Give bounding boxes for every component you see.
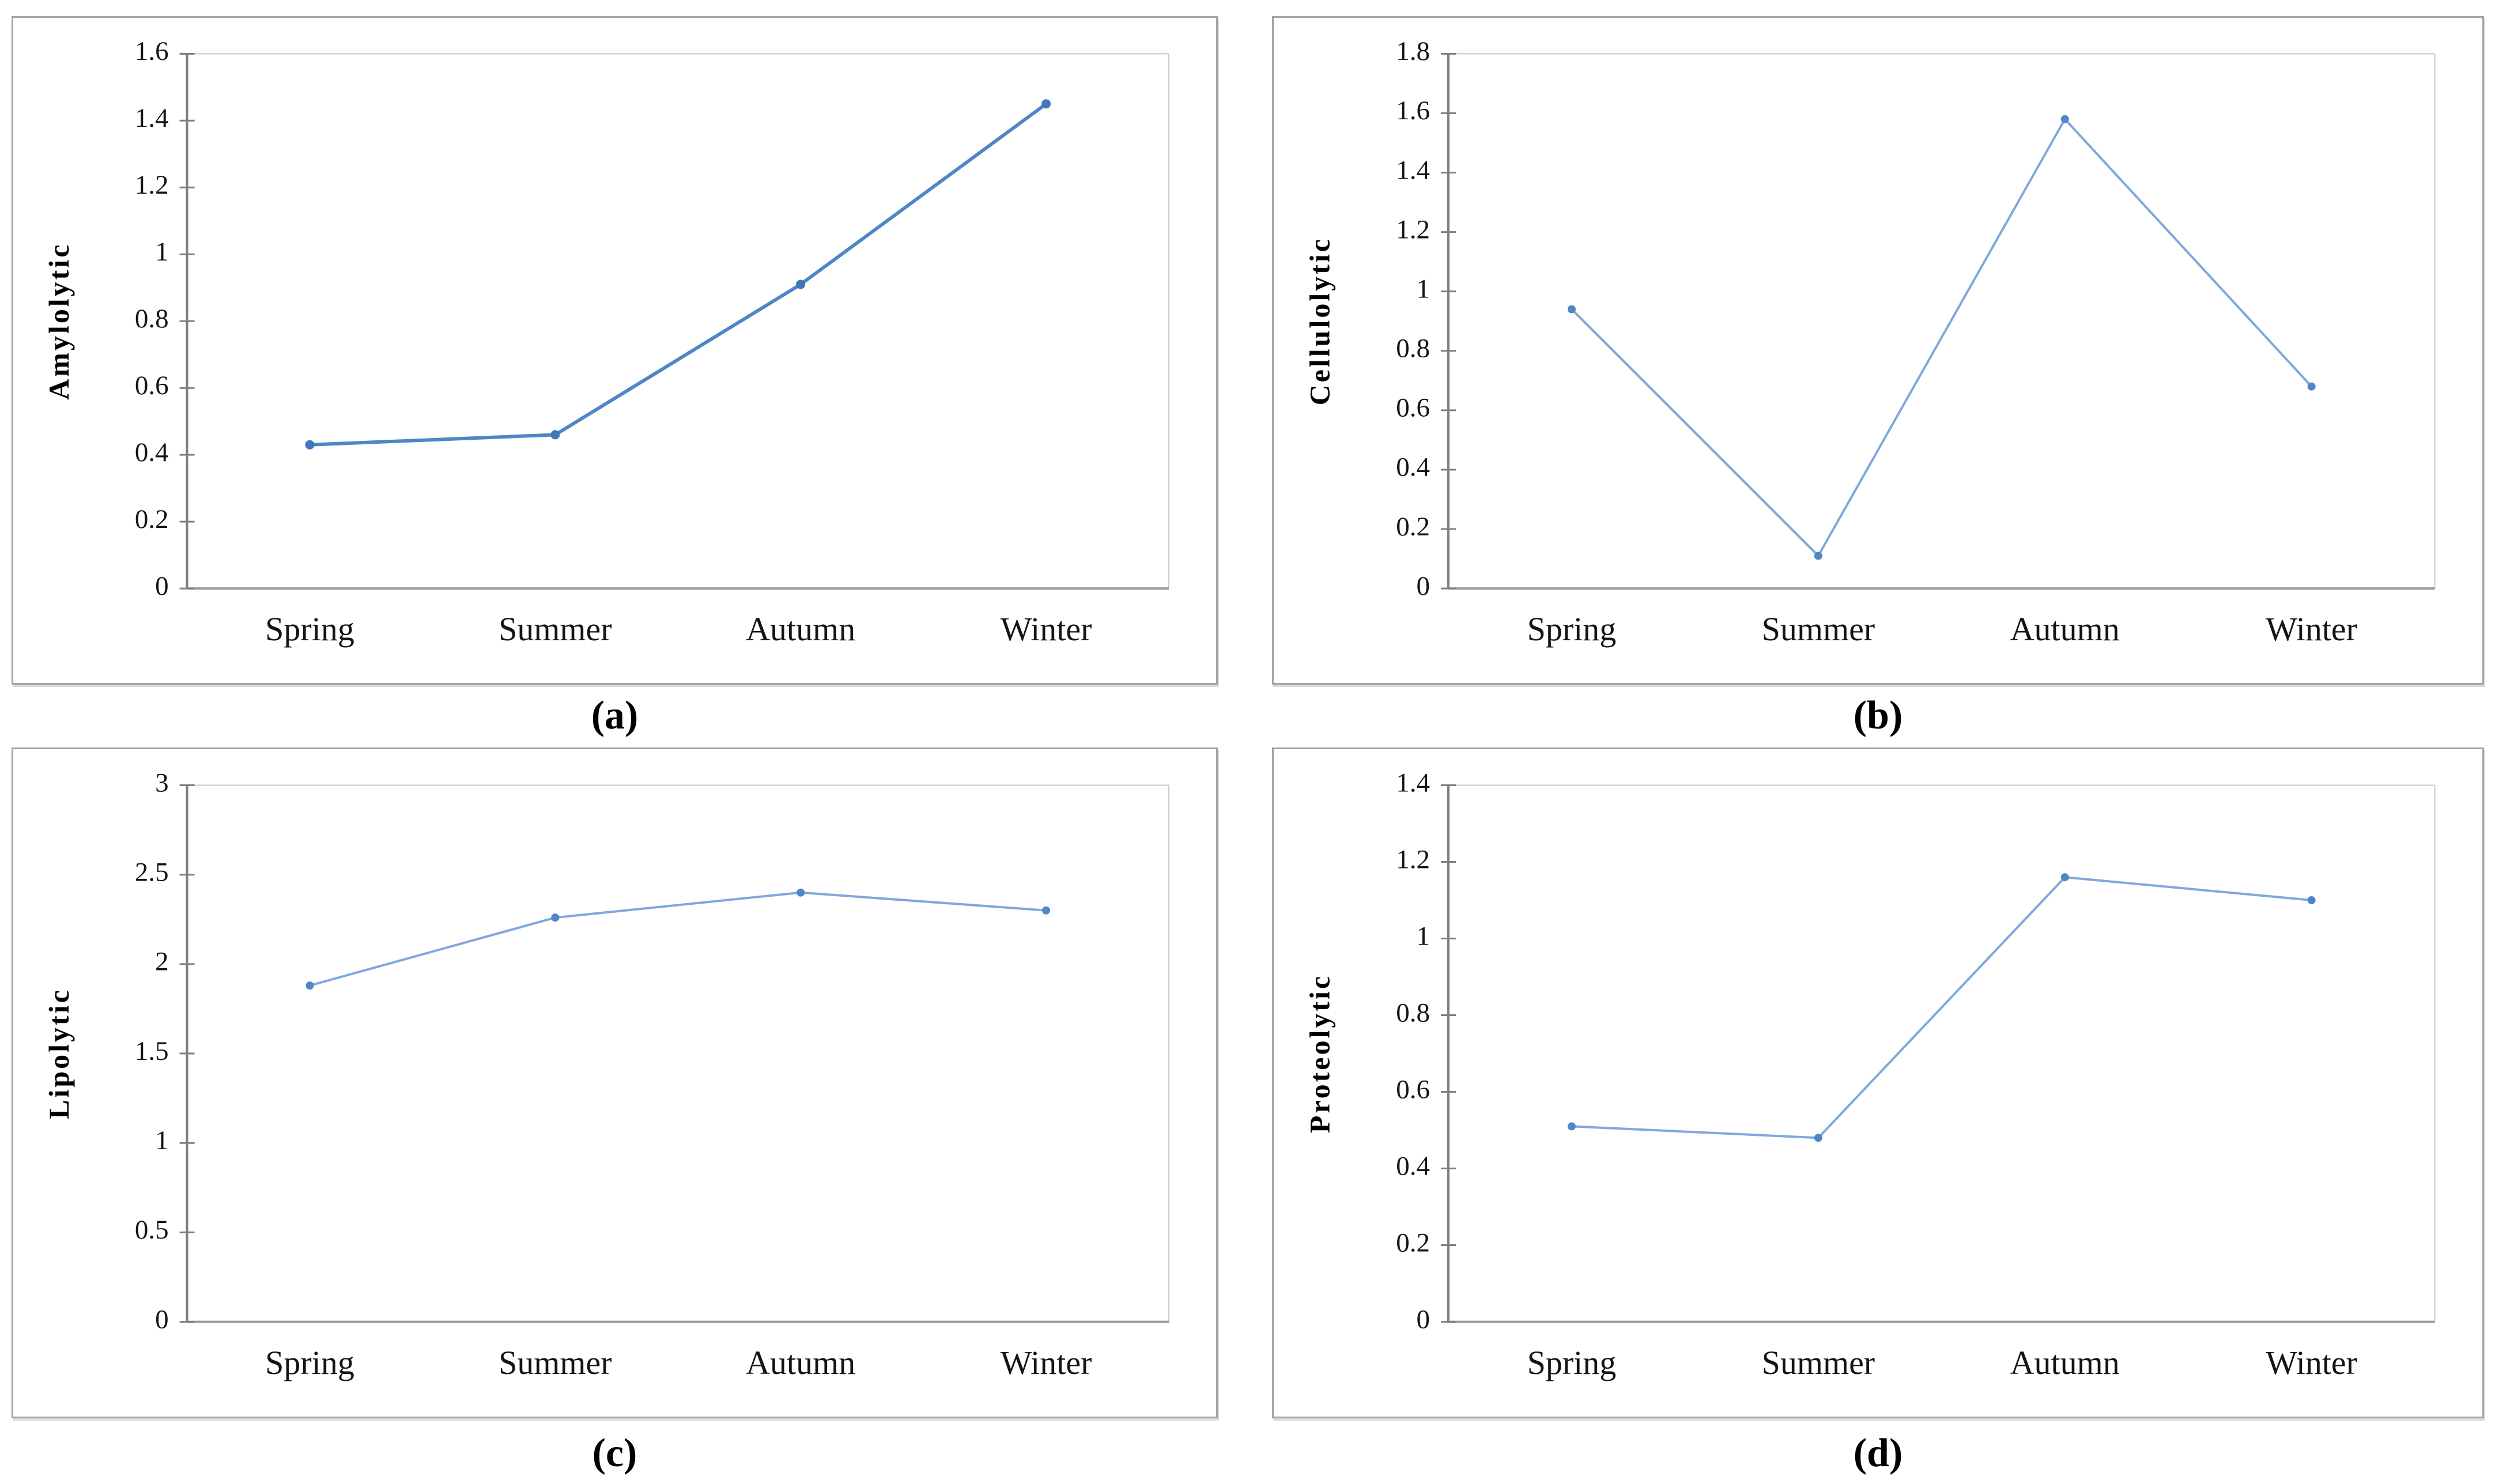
- x-category-label: Autumn: [746, 1344, 855, 1381]
- y-tick-label: 1: [155, 237, 169, 267]
- y-tick-label: 1.2: [135, 170, 169, 200]
- y-tick-label: 1.2: [1396, 214, 1430, 244]
- panel-c: 0 0.5 1 1.5 2 2.5 3 Spring Summer Autumn Winter Lip…: [12, 747, 1218, 1418]
- x-category-label: Spring: [265, 1344, 354, 1381]
- x-category-label: Spring: [265, 610, 354, 648]
- data-line: [308, 102, 1048, 447]
- y-axis-title: Proteolytic: [1303, 974, 1335, 1133]
- y-tick-label: 1.4: [135, 103, 169, 133]
- x-category-label: Autumn: [2010, 1344, 2120, 1381]
- x-category-label: Spring: [1527, 610, 1617, 648]
- y-tick-label: 1.6: [1396, 96, 1430, 126]
- y-axis-title: Cellulolytic: [1303, 237, 1335, 405]
- data-point-marker: [551, 913, 560, 922]
- y-axis-title: Lipolytic: [43, 988, 75, 1119]
- y-tick-label: 2: [155, 947, 169, 977]
- data-point-marker: [1041, 99, 1051, 109]
- data-point-marker: [550, 430, 560, 440]
- x-category-label: Autumn: [746, 610, 855, 648]
- data-point-marker: [1814, 1134, 1822, 1142]
- y-tick-label: 0.4: [1396, 1151, 1430, 1181]
- y-tick-label: 0.8: [1396, 334, 1430, 364]
- data-point-marker: [797, 888, 805, 897]
- y-tick-label: 0.2: [1396, 512, 1430, 542]
- x-category-label: Winter: [2266, 610, 2357, 648]
- y-tick-label: 1.5: [135, 1036, 169, 1066]
- chart-c-lipolytic: 0 0.5 1 1.5 2 2.5 3 Spring Summer Autumn Winter Lip…: [43, 768, 1169, 1381]
- y-tick-label: 1.2: [1396, 844, 1430, 874]
- data-point-marker: [305, 440, 315, 450]
- data-line: [308, 891, 1048, 987]
- y-tick-label: 1.4: [1396, 155, 1430, 185]
- panel-a: 0 0.2 0.4 0.6 0.8 1 1.2 1.4 1.6 Spring Summer Autum…: [12, 16, 1218, 685]
- x-category-label: Summer: [499, 610, 612, 648]
- y-tick-label: 0.6: [135, 371, 169, 401]
- panel-b: 0 0.2 0.4 0.6 0.8 1 1.2 1.4 1.6 1.8 Spring Summer Au…: [1272, 16, 2484, 685]
- panel-d: 0 0.2 0.4 0.6 0.8 1 1.2 1.4 Spring Summer Autumn Wi…: [1272, 747, 2484, 1418]
- caption-c: (c): [592, 1431, 637, 1475]
- data-point-marker: [305, 981, 314, 990]
- y-tick-label: 1: [1417, 274, 1430, 304]
- x-category-label: Autumn: [2010, 610, 2120, 648]
- y-tick-label: 0.4: [1396, 452, 1430, 482]
- data-point-marker: [2307, 896, 2316, 905]
- chart-d-proteolytic: 0 0.2 0.4 0.6 0.8 1 1.2 1.4 Spring Summer Autumn Wi…: [1303, 768, 2436, 1381]
- y-tick-label: 1.8: [1396, 36, 1430, 66]
- y-tick-label: 0: [1417, 571, 1430, 601]
- caption-b: (b): [1853, 693, 1903, 738]
- y-tick-label: 1: [1417, 921, 1430, 951]
- y-tick-label: 3: [155, 768, 169, 798]
- data-point-marker: [1567, 305, 1576, 314]
- y-tick-label: 0.8: [135, 304, 169, 334]
- y-tick-label: 0.4: [135, 437, 169, 467]
- data-point-marker: [2060, 873, 2069, 882]
- x-category-label: Summer: [1762, 610, 1875, 648]
- y-tick-label: 2.5: [135, 857, 169, 887]
- y-tick-label: 0.8: [1396, 998, 1430, 1028]
- y-tick-label: 0.6: [1396, 393, 1430, 423]
- data-point-marker: [1567, 1122, 1576, 1131]
- y-tick-label: 0.2: [1396, 1228, 1430, 1258]
- x-category-label: Winter: [1001, 610, 1092, 648]
- data-point-marker: [1814, 552, 1822, 560]
- y-tick-label: 1: [155, 1126, 169, 1156]
- data-point-marker: [2307, 382, 2316, 391]
- y-tick-label: 0.2: [135, 504, 169, 534]
- y-tick-label: 1.6: [135, 36, 169, 66]
- y-tick-label: 0: [155, 571, 169, 601]
- data-point-marker: [796, 280, 806, 289]
- y-axis-title: Amylolytic: [43, 243, 75, 400]
- caption-d: (d): [1853, 1431, 1903, 1475]
- x-category-label: Summer: [1762, 1344, 1875, 1381]
- data-point-marker: [2060, 115, 2069, 123]
- data-point-marker: [1042, 906, 1051, 915]
- chart-a-amylolytic: 0 0.2 0.4 0.6 0.8 1 1.2 1.4 1.6 Spring Summer Autum…: [43, 36, 1169, 648]
- y-tick-label: 0: [155, 1304, 169, 1334]
- chart-b-cellulolytic: 0 0.2 0.4 0.6 0.8 1 1.2 1.4 1.6 1.8 Spring Summer Au…: [1303, 36, 2436, 648]
- x-category-label: Spring: [1527, 1344, 1617, 1381]
- y-tick-label: 1.4: [1396, 768, 1430, 798]
- x-category-label: Winter: [1001, 1344, 1092, 1381]
- y-tick-label: 0: [1417, 1304, 1430, 1334]
- data-line: [1570, 118, 2313, 557]
- y-tick-label: 0.5: [135, 1215, 169, 1245]
- y-tick-label: 0.6: [1396, 1074, 1430, 1104]
- x-category-label: Summer: [499, 1344, 612, 1381]
- data-line: [1570, 876, 2313, 1139]
- caption-a: (a): [591, 693, 639, 738]
- x-category-label: Winter: [2266, 1344, 2357, 1381]
